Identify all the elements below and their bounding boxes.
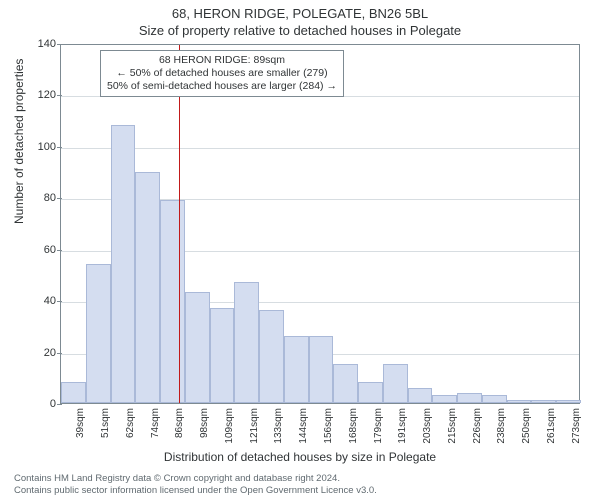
histogram-bar xyxy=(408,388,433,403)
y-tick-label: 80 xyxy=(26,192,56,204)
x-tick-label: 39sqm xyxy=(75,408,86,438)
x-axis-label: Distribution of detached houses by size … xyxy=(0,450,600,464)
y-tick-label: 120 xyxy=(26,89,56,101)
subtitle: Size of property relative to detached ho… xyxy=(0,23,600,38)
histogram-bar xyxy=(234,282,259,403)
histogram-bar xyxy=(284,336,309,403)
x-tick-label: 144sqm xyxy=(298,408,309,444)
histogram-bar xyxy=(259,310,284,403)
x-tick-label: 62sqm xyxy=(125,408,136,438)
x-tick-label: 133sqm xyxy=(273,408,284,444)
histogram-bar xyxy=(507,400,532,403)
plot-area xyxy=(60,44,580,404)
histogram-bar xyxy=(432,395,457,403)
annotation-line-3: 50% of semi-detached houses are larger (… xyxy=(107,80,337,93)
histogram-bar xyxy=(86,264,111,403)
x-tick-label: 109sqm xyxy=(224,408,235,444)
histogram-bar xyxy=(160,200,185,403)
histogram-bar xyxy=(482,395,507,403)
annotation-line-2: ← 50% of detached houses are smaller (27… xyxy=(107,67,337,80)
y-tick-label: 140 xyxy=(26,38,56,50)
x-tick-label: 179sqm xyxy=(373,408,384,444)
annotation-box: 68 HERON RIDGE: 89sqm ← 50% of detached … xyxy=(100,50,344,97)
chart-container: 68, HERON RIDGE, POLEGATE, BN26 5BL Size… xyxy=(0,0,600,500)
x-tick-label: 203sqm xyxy=(422,408,433,444)
y-tick-label: 40 xyxy=(26,295,56,307)
gridline xyxy=(61,148,579,149)
histogram-bar xyxy=(61,382,86,403)
plot: 68 HERON RIDGE: 89sqm ← 50% of detached … xyxy=(60,44,580,404)
histogram-bar xyxy=(556,400,581,403)
histogram-bar xyxy=(358,382,383,403)
y-tick-label: 60 xyxy=(26,244,56,256)
titles: 68, HERON RIDGE, POLEGATE, BN26 5BL Size… xyxy=(0,0,600,38)
histogram-bar xyxy=(531,400,556,403)
x-tick-label: 215sqm xyxy=(447,408,458,444)
annotation-line-1: 68 HERON RIDGE: 89sqm xyxy=(107,54,337,67)
x-tick-label: 238sqm xyxy=(496,408,507,444)
histogram-bar xyxy=(333,364,358,403)
y-tick-label: 100 xyxy=(26,141,56,153)
y-tick-label: 0 xyxy=(26,398,56,410)
x-tick-label: 98sqm xyxy=(199,408,210,438)
histogram-bar xyxy=(185,292,210,403)
x-tick-label: 226sqm xyxy=(472,408,483,444)
x-tick-label: 191sqm xyxy=(397,408,408,444)
x-tick-label: 156sqm xyxy=(323,408,334,444)
x-tick-label: 121sqm xyxy=(249,408,260,444)
x-tick-label: 261sqm xyxy=(546,408,557,444)
property-marker-line xyxy=(179,45,180,403)
y-tick-label: 20 xyxy=(26,347,56,359)
histogram-bar xyxy=(309,336,334,403)
footer: Contains HM Land Registry data © Crown c… xyxy=(14,473,377,496)
histogram-bar xyxy=(383,364,408,403)
footer-line-2: Contains public sector information licen… xyxy=(14,485,377,496)
y-axis-label: Number of detached properties xyxy=(12,59,26,224)
histogram-bar xyxy=(111,125,136,403)
histogram-bar xyxy=(457,393,482,403)
x-tick-label: 250sqm xyxy=(521,408,532,444)
x-tick-label: 51sqm xyxy=(100,408,111,438)
footer-line-1: Contains HM Land Registry data © Crown c… xyxy=(14,473,377,484)
x-tick-label: 273sqm xyxy=(571,408,582,444)
x-tick-label: 74sqm xyxy=(150,408,161,438)
x-tick-label: 86sqm xyxy=(174,408,185,438)
histogram-bar xyxy=(210,308,235,403)
address-title: 68, HERON RIDGE, POLEGATE, BN26 5BL xyxy=(0,6,600,21)
histogram-bar xyxy=(135,172,160,403)
x-tick-label: 168sqm xyxy=(348,408,359,444)
